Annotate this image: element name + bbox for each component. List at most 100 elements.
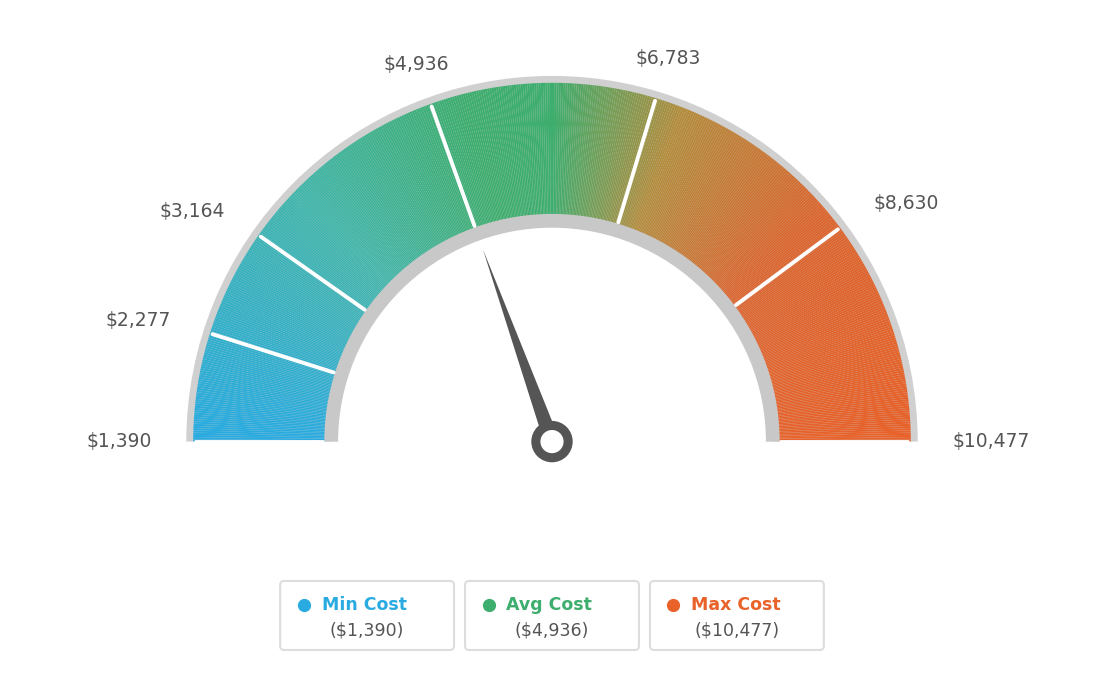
Wedge shape <box>248 249 361 322</box>
Wedge shape <box>360 137 432 250</box>
Wedge shape <box>277 210 380 296</box>
Wedge shape <box>776 388 907 409</box>
Wedge shape <box>414 110 466 233</box>
Wedge shape <box>325 214 779 442</box>
Wedge shape <box>598 90 628 220</box>
Text: $4,936: $4,936 <box>384 55 449 75</box>
Wedge shape <box>571 84 584 216</box>
Wedge shape <box>379 126 444 244</box>
Wedge shape <box>431 104 477 228</box>
Wedge shape <box>245 253 360 324</box>
Wedge shape <box>229 285 349 344</box>
Wedge shape <box>226 289 348 346</box>
Wedge shape <box>769 342 898 380</box>
Wedge shape <box>272 217 375 301</box>
FancyBboxPatch shape <box>465 581 639 650</box>
Wedge shape <box>347 146 424 256</box>
Wedge shape <box>420 107 470 231</box>
Wedge shape <box>193 435 326 439</box>
Wedge shape <box>778 437 911 440</box>
Wedge shape <box>618 99 659 226</box>
Wedge shape <box>749 265 866 331</box>
Wedge shape <box>516 84 531 217</box>
Wedge shape <box>209 335 336 376</box>
FancyBboxPatch shape <box>650 581 824 650</box>
Wedge shape <box>199 379 329 404</box>
Wedge shape <box>349 145 425 255</box>
Wedge shape <box>220 306 342 357</box>
Wedge shape <box>543 83 548 215</box>
Wedge shape <box>666 132 734 247</box>
Wedge shape <box>397 117 456 237</box>
Wedge shape <box>385 123 448 242</box>
Wedge shape <box>729 217 832 301</box>
Wedge shape <box>445 99 486 226</box>
Wedge shape <box>778 440 911 442</box>
Wedge shape <box>737 236 848 313</box>
Wedge shape <box>777 413 910 424</box>
Wedge shape <box>682 149 761 257</box>
Wedge shape <box>199 375 330 401</box>
Circle shape <box>531 421 573 462</box>
Wedge shape <box>722 204 822 293</box>
Wedge shape <box>765 322 891 368</box>
Wedge shape <box>630 105 678 230</box>
Wedge shape <box>767 328 893 372</box>
Wedge shape <box>500 86 521 217</box>
Wedge shape <box>262 229 370 308</box>
Wedge shape <box>263 227 371 308</box>
Wedge shape <box>201 368 330 396</box>
Wedge shape <box>193 437 326 440</box>
Text: ($10,477): ($10,477) <box>694 621 779 639</box>
Wedge shape <box>320 166 406 269</box>
Wedge shape <box>633 106 682 230</box>
Wedge shape <box>208 339 336 378</box>
Wedge shape <box>217 310 341 359</box>
Wedge shape <box>755 285 875 344</box>
Wedge shape <box>746 257 861 326</box>
Text: Max Cost: Max Cost <box>691 595 781 613</box>
Wedge shape <box>315 171 403 272</box>
Wedge shape <box>745 255 860 325</box>
Wedge shape <box>596 90 624 220</box>
Wedge shape <box>545 83 549 215</box>
Wedge shape <box>774 372 904 400</box>
Wedge shape <box>680 146 757 256</box>
Wedge shape <box>195 404 327 419</box>
Wedge shape <box>690 157 772 263</box>
Wedge shape <box>250 248 362 320</box>
Wedge shape <box>373 130 440 246</box>
Wedge shape <box>206 344 335 381</box>
Wedge shape <box>363 135 434 249</box>
Wedge shape <box>563 83 572 216</box>
Wedge shape <box>728 215 831 299</box>
Wedge shape <box>607 94 641 222</box>
Wedge shape <box>310 175 401 275</box>
Wedge shape <box>552 83 554 215</box>
Wedge shape <box>693 161 777 266</box>
Wedge shape <box>237 267 354 333</box>
Wedge shape <box>647 116 704 237</box>
Wedge shape <box>626 103 671 228</box>
Wedge shape <box>604 92 637 221</box>
Text: $6,783: $6,783 <box>635 49 701 68</box>
Wedge shape <box>657 124 721 242</box>
Wedge shape <box>741 244 852 318</box>
Wedge shape <box>757 291 879 348</box>
Wedge shape <box>204 351 333 385</box>
Wedge shape <box>216 314 340 362</box>
Wedge shape <box>194 408 327 422</box>
Wedge shape <box>405 113 460 235</box>
Wedge shape <box>307 179 399 277</box>
Wedge shape <box>225 291 347 348</box>
Wedge shape <box>767 331 894 373</box>
Wedge shape <box>776 390 907 411</box>
Wedge shape <box>502 86 522 217</box>
Wedge shape <box>764 318 890 365</box>
Wedge shape <box>294 191 390 284</box>
Wedge shape <box>278 208 381 295</box>
Wedge shape <box>665 130 733 246</box>
Text: $1,390: $1,390 <box>86 432 151 451</box>
Wedge shape <box>773 361 902 392</box>
Polygon shape <box>482 249 560 444</box>
